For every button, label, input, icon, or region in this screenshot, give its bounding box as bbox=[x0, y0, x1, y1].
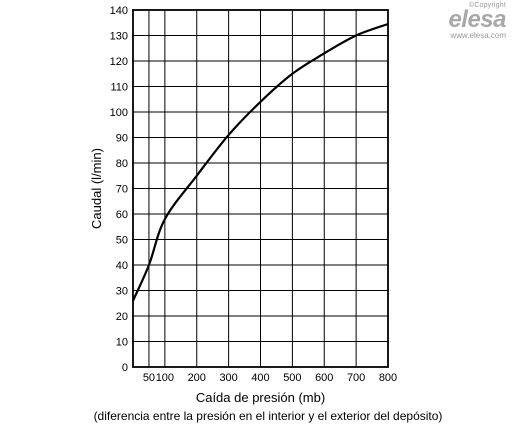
plot-frame bbox=[132, 9, 389, 368]
x-tick-label: 600 bbox=[315, 372, 333, 384]
x-tick-labels: 50 100 200 300 400 500 600 700 800 bbox=[143, 372, 397, 384]
y-tick-label: 30 bbox=[116, 286, 128, 298]
x-tick-label: 200 bbox=[188, 372, 206, 384]
x-tick-label: 400 bbox=[251, 372, 269, 384]
brand-name: elesa bbox=[448, 6, 506, 33]
y-tick-label: 60 bbox=[116, 209, 128, 221]
y-tick-label: 70 bbox=[116, 184, 128, 196]
x-tick-label: 300 bbox=[219, 372, 237, 384]
y-tick-label: 10 bbox=[116, 337, 128, 349]
y-tick-label: 20 bbox=[116, 311, 128, 323]
series-line bbox=[131, 22, 389, 302]
y-tick-label: 40 bbox=[116, 260, 128, 272]
y-axis-label: Caudal (l/min) bbox=[89, 148, 104, 229]
x-axis-sublabel: (diferencia entre la presión en el inter… bbox=[94, 409, 443, 423]
y-tick-label: 120 bbox=[110, 56, 128, 68]
y-tick-label: 100 bbox=[110, 107, 128, 119]
x-tick-label: 50 bbox=[143, 372, 155, 384]
x-tick-label: 700 bbox=[347, 372, 365, 384]
x-tick-label: 800 bbox=[379, 372, 397, 384]
y-tick-labels: 0 10 20 30 40 50 60 70 80 90 100 110 120 130 140 bbox=[110, 5, 128, 374]
grid-lines bbox=[133, 9, 389, 368]
brand-logo: ©Copyright elesa www.elesa.com bbox=[448, 2, 506, 40]
series-group bbox=[131, 22, 389, 302]
x-axis-label: Caída de presión (mb) bbox=[196, 390, 325, 405]
y-tick-label: 130 bbox=[110, 31, 128, 43]
y-tick-label: 140 bbox=[110, 5, 128, 17]
y-tick-label: 110 bbox=[110, 82, 128, 94]
copyright-text: ©Copyright bbox=[468, 2, 506, 9]
x-tick-label: 500 bbox=[283, 372, 301, 384]
brand-url: www.elesa.com bbox=[450, 31, 506, 40]
y-tick-label: 80 bbox=[116, 158, 128, 170]
x-tick-label: 100 bbox=[156, 372, 174, 384]
y-tick-label: 90 bbox=[116, 133, 128, 145]
y-tick-label: 50 bbox=[116, 235, 128, 247]
y-tick-label: 0 bbox=[122, 362, 128, 374]
